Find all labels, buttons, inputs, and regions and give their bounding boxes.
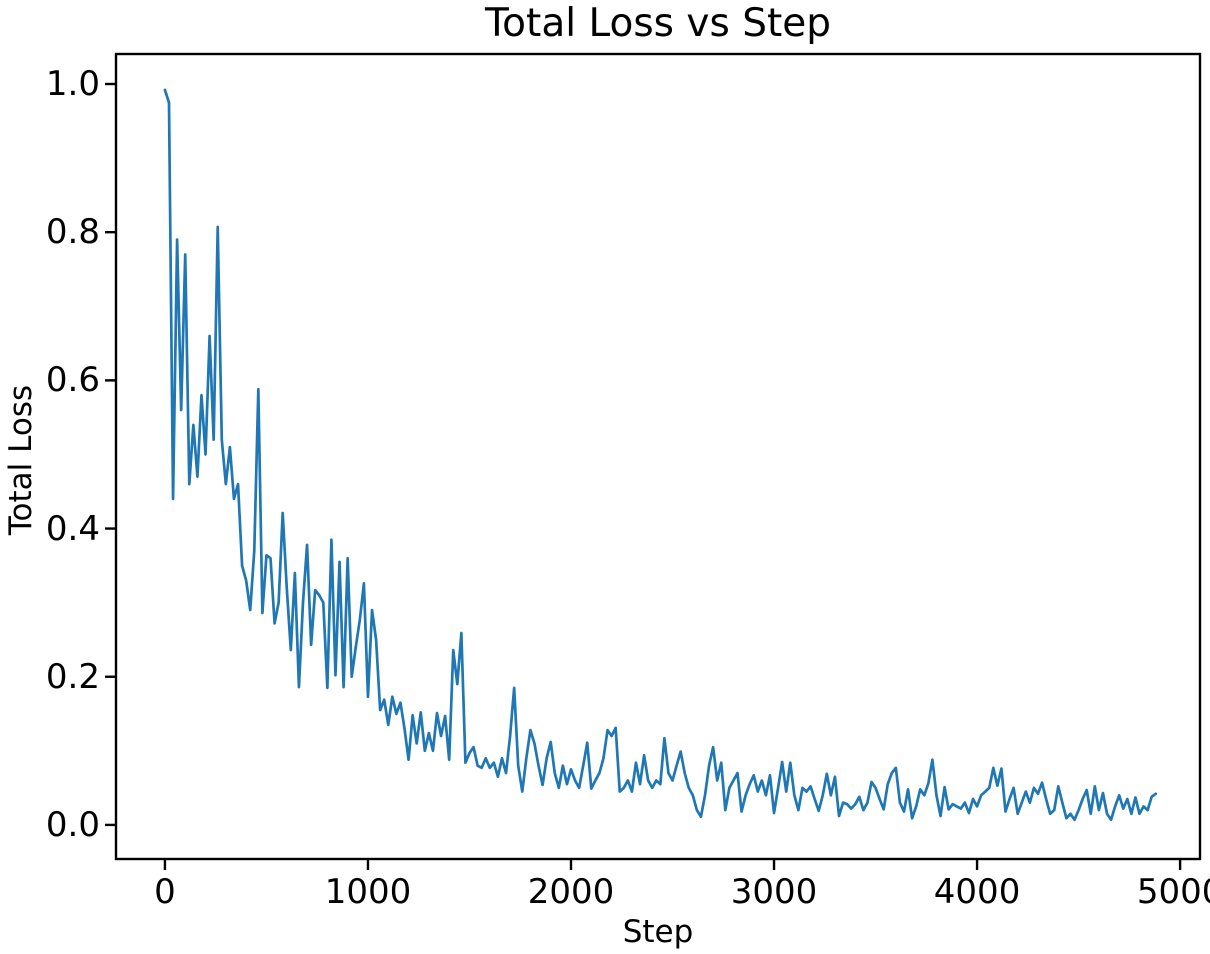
x-tick-label: 0 (154, 872, 176, 912)
x-tick-label: 4000 (933, 872, 1021, 912)
y-tick-label: 0.6 (45, 360, 100, 401)
x-tick-label: 1000 (324, 872, 412, 912)
y-tick-label: 0.0 (45, 804, 100, 845)
y-tick-label: 0.8 (45, 212, 100, 253)
axes-frame (114, 52, 1202, 861)
y-tick-label: 0.4 (45, 508, 100, 549)
x-tick-label: 2000 (527, 872, 615, 912)
chart-title: Total Loss vs Step (484, 1, 831, 46)
y-tick-label: 0.2 (45, 656, 100, 697)
y-tick-label: 1.0 (45, 64, 100, 104)
x-tick-label: 3000 (730, 872, 818, 912)
total-loss-line (163, 88, 1158, 822)
y-axis-label: Total Loss (3, 384, 39, 536)
x-axis-label: Step (622, 914, 694, 950)
